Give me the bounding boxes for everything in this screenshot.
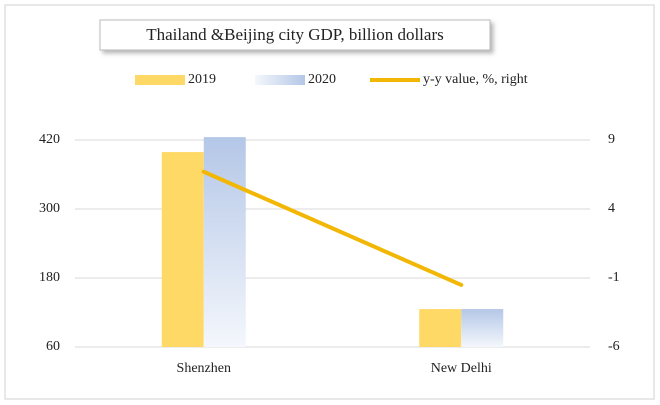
bar — [419, 309, 462, 347]
x-tick-label: Shenzhen — [177, 361, 231, 376]
frame — [4, 4, 655, 400]
bar — [461, 309, 504, 347]
x-tick-label: New Delhi — [431, 361, 492, 376]
title-box — [99, 19, 491, 51]
chart-title: Thailand &Beijing city GDP, billion doll… — [146, 25, 443, 44]
y-tick-label: 420 — [39, 132, 60, 147]
y2-tick-label: 4 — [608, 201, 615, 216]
legend-swatch — [135, 75, 185, 85]
y2-tick-label: -6 — [608, 339, 620, 354]
y-tick-label: 180 — [39, 270, 60, 285]
bar — [203, 137, 246, 347]
legend-swatch — [255, 75, 305, 85]
y2-tick-label: -1 — [608, 270, 620, 285]
y-tick-label: 300 — [39, 201, 60, 216]
bar — [161, 152, 204, 347]
legend-label: 2020 — [308, 72, 336, 87]
y-tick-label: 60 — [46, 339, 60, 354]
line-series — [201, 169, 464, 287]
legend-label: 2019 — [188, 72, 216, 87]
y2-tick-label: 9 — [608, 132, 615, 147]
legend-label: y-y value, %, right — [423, 72, 528, 87]
